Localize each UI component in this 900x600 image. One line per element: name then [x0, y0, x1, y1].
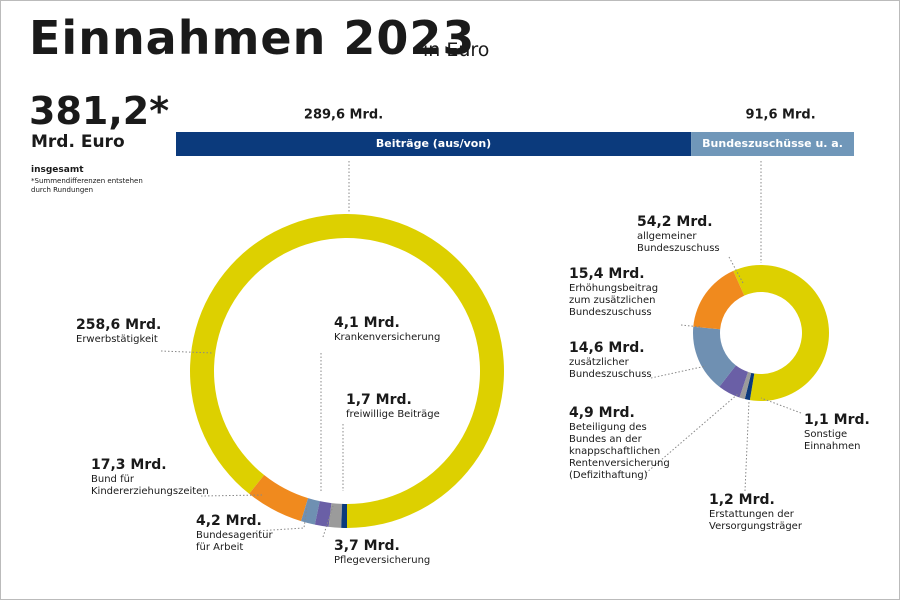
donut-segment	[739, 371, 752, 400]
value-label: 91,6 Mrd.	[745, 108, 815, 123]
total-caption: insgesamt	[31, 165, 84, 175]
donut-segment	[693, 326, 736, 387]
donut-segment	[301, 498, 320, 525]
donut-segment	[719, 365, 749, 398]
donut-segment	[733, 265, 829, 401]
segment-name: Krankenversicherung	[334, 332, 441, 343]
leader-line	[645, 392, 740, 474]
segment-name: Erhöhungsbeitrag zum zusätzlichen Bundes…	[569, 283, 659, 318]
segment-name: zusätzlicher Bundeszuschuss	[569, 357, 652, 380]
value-label: 54,2 Mrd.	[637, 214, 713, 230]
donut-segment	[744, 372, 755, 401]
title: Einnahmen 2023	[29, 11, 476, 65]
segment-name: Bund für Kindererziehungszeiten	[91, 474, 209, 497]
footnote: *Summendifferenzen entstehen durch Rundu…	[31, 177, 143, 194]
title-note: in Euro	[423, 39, 490, 61]
value-label: 1,2 Mrd.	[709, 492, 775, 508]
bar-segment	[691, 132, 854, 156]
value-label: 1,1 Mrd.	[804, 412, 870, 428]
value-label: 3,7 Mrd.	[334, 538, 400, 554]
value-label: 4,1 Mrd.	[334, 315, 400, 331]
leader-line	[744, 400, 750, 492]
bar-segment	[176, 132, 692, 156]
total-unit: Mrd. Euro	[31, 132, 125, 152]
leader-line	[728, 256, 744, 284]
value-label: 15,4 Mrd.	[569, 266, 645, 282]
segment-label: Bundeszuschüsse u. a.	[702, 137, 843, 150]
segment-name: Beteiligung des Bundes an der knappschaf…	[569, 422, 670, 481]
value-label: 4,2 Mrd.	[196, 513, 262, 529]
segment-name: Erstattungen der Versorgungsträger	[709, 509, 802, 532]
segment-name: Bundesagentur für Arbeit	[196, 530, 273, 553]
value-label: 289,6 Mrd.	[304, 108, 383, 123]
donut-segment	[341, 503, 347, 528]
donut-segment	[693, 270, 745, 330]
segment-name: freiwillige Beiträge	[346, 409, 440, 420]
value-label: 4,9 Mrd.	[569, 405, 635, 421]
value-label: 17,3 Mrd.	[91, 457, 167, 473]
donut-segment	[314, 501, 332, 527]
donut-segment	[249, 475, 309, 522]
leader-line	[160, 350, 214, 354]
segment-name: Sonstige Einnahmen	[804, 429, 861, 452]
segment-name: Erwerbstätigkeit	[76, 334, 158, 345]
donut-segment	[190, 214, 505, 528]
leader-line	[650, 365, 707, 379]
value-label: 258,6 Mrd.	[76, 317, 162, 333]
segment-name: allgemeiner Bundeszuschuss	[637, 231, 720, 254]
segment-name: Pflegeversicherung	[334, 555, 431, 566]
value-label: 14,6 Mrd.	[569, 340, 645, 356]
total-value: 381,2*	[29, 89, 170, 133]
leader-line	[760, 397, 802, 414]
segment-label: Beiträge (aus/von)	[376, 137, 491, 150]
value-label: 1,7 Mrd.	[346, 392, 412, 408]
